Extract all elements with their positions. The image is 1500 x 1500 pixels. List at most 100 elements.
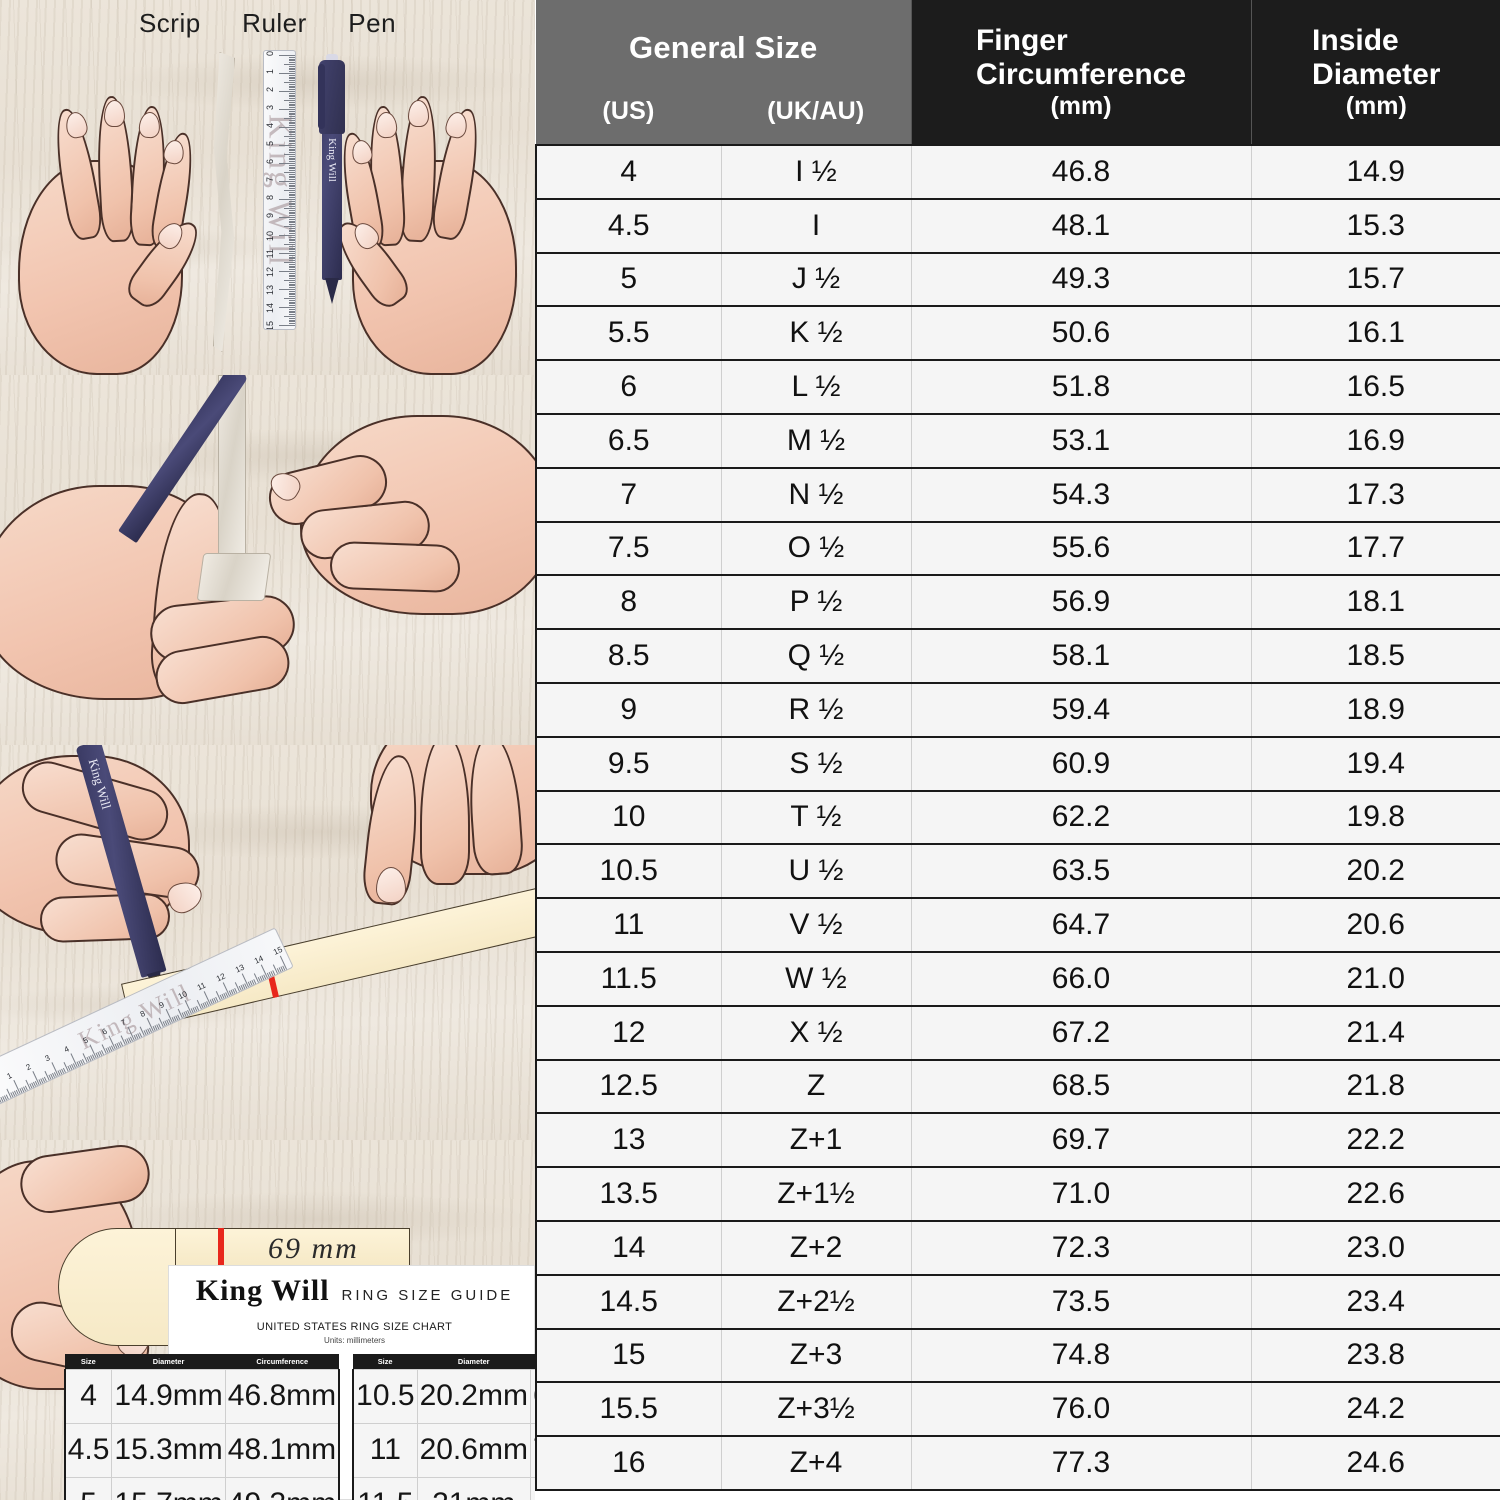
ruler-tick: [284, 172, 295, 173]
ruler-tick-label: 2: [24, 1062, 33, 1073]
ruler-tick: [289, 105, 295, 107]
mini-cell: 48.1mm: [224, 1422, 341, 1478]
cell-circumference: 56.9: [910, 574, 1252, 630]
label-pen: Pen: [348, 8, 397, 38]
cell-us-size: 11.5: [535, 950, 722, 1006]
ruler-tick: [289, 265, 295, 267]
ruler-tick: [289, 103, 295, 105]
table-header: General Size Finger Circumference (mm) In…: [536, 0, 1500, 145]
ruler-tick-label: 1: [265, 69, 275, 75]
ruler-tick: [279, 109, 295, 110]
cell-us-size: 9: [535, 681, 722, 737]
pen-top-cap: [326, 54, 338, 64]
ruler-tick: [289, 193, 295, 195]
ruler-tick: [289, 161, 295, 163]
cell-circumference: 68.5: [910, 1058, 1252, 1114]
mini-cell: 10.5: [352, 1369, 418, 1424]
ruler-tick-label: 4: [265, 123, 275, 129]
ruler-tick-label: 6: [265, 159, 275, 165]
ruler-tick: [289, 209, 295, 211]
ruler-tick: [284, 136, 295, 137]
ruler-tick: [279, 253, 295, 254]
cell-circumference: 55.6: [910, 520, 1252, 576]
illustration-column: Scrip Ruler Pen: [0, 0, 535, 1500]
cell-ukau-size: Z+2½: [720, 1273, 912, 1329]
pen-tip: [325, 278, 339, 304]
ruler-tick: [289, 323, 295, 325]
mini-cell: 20.6mm: [416, 1422, 531, 1478]
mini-table-row: 4.5 15.3mm 48.1mm: [63, 1422, 341, 1478]
mini-cell: 11.5: [352, 1476, 418, 1500]
ruler-tick: [289, 107, 295, 109]
mini-column-header: Circumference: [225, 1354, 340, 1370]
ruler-tick: [279, 145, 295, 146]
table-row: 7.5 O ½ 55.6 17.7: [535, 520, 1500, 576]
step1-panel: Scrip Ruler Pen: [0, 0, 535, 375]
header-diameter-label: Inside Diameter: [1312, 23, 1441, 91]
cell-us-size: 12.5: [535, 1058, 722, 1114]
ruler-tick: [289, 179, 295, 181]
ruler-tick: [289, 130, 295, 132]
ruler-tick: [289, 254, 295, 256]
cell-ukau-size: P ½: [720, 574, 912, 630]
cell-circumference: 54.3: [910, 466, 1252, 522]
table-row: 10 T ½ 62.2 19.8: [535, 789, 1500, 845]
ruler-tick: [289, 94, 295, 96]
cell-circumference: 59.4: [910, 681, 1252, 737]
cell-circumference: 53.1: [910, 412, 1252, 468]
cell-diameter: 19.4: [1250, 735, 1500, 791]
card-mini-table-left: Size Diameter Circumference 4 14.9mm 46.8mm 4…: [63, 1354, 341, 1500]
ruler-tick: [289, 321, 295, 323]
result-strip-flat: [175, 1228, 410, 1268]
ruler-tick: [289, 310, 295, 312]
ruler-tick: [289, 231, 295, 233]
cell-us-size: 7: [535, 466, 722, 522]
cell-circumference: 46.8: [910, 144, 1252, 199]
card-brand: King Will: [195, 1274, 330, 1307]
cell-us-size: 13: [535, 1112, 722, 1168]
ruler-tick: [289, 173, 295, 175]
mini-cell: 21mm: [416, 1476, 531, 1500]
ruler-tick: [289, 287, 295, 289]
cell-circumference: 58.1: [910, 628, 1252, 683]
ruler-tick: [284, 82, 295, 83]
ruler-tick-label: 15: [265, 321, 275, 330]
ruler-tick: [289, 121, 295, 123]
ruler-tick: [289, 60, 295, 62]
ruler-tick-label: 8: [138, 1008, 147, 1019]
strip-wrapped-on-finger: [196, 553, 272, 601]
ruler-tick: [279, 217, 295, 218]
ruler-tick: [284, 244, 295, 245]
cell-circumference: 76.0: [910, 1381, 1252, 1437]
ruler-tick: [289, 290, 295, 292]
cell-ukau-size: U ½: [720, 843, 912, 899]
cell-circumference: 66.0: [910, 950, 1252, 1006]
ruler-tick: [289, 238, 295, 240]
cell-ukau-size: J ½: [720, 251, 912, 307]
ruler-tick-label: 13: [233, 962, 246, 975]
table-row: 13 Z+1 69.7 22.2: [535, 1112, 1500, 1168]
cell-us-size: 5: [535, 251, 722, 307]
ruler-tick: [289, 191, 295, 193]
ruler-tick: [289, 312, 295, 314]
ruler-tick: [289, 78, 295, 80]
ruler-tick: [289, 168, 295, 170]
ruler-tick: [289, 69, 295, 71]
ruler-tick: [289, 249, 295, 251]
ruler-tick: [289, 125, 295, 127]
ruler-tick: [289, 83, 295, 85]
cell-circumference: 64.7: [910, 897, 1252, 952]
ruler-tick: [289, 101, 295, 103]
header-inside-diameter: Inside Diameter (mm): [1250, 0, 1500, 145]
ruler-tick: [289, 281, 295, 283]
ruler-tick: [284, 298, 295, 299]
ruler-tick-label: 10: [265, 231, 275, 242]
cell-ukau-size: I: [720, 197, 912, 253]
ruler-tick-label: 5: [81, 1035, 90, 1046]
cell-ukau-size: Z+4: [720, 1435, 912, 1491]
cell-diameter: 18.5: [1250, 628, 1500, 683]
ruler-tick-label: 6: [100, 1026, 109, 1037]
table-row: 15 Z+3 74.8 23.8: [535, 1327, 1500, 1383]
cell-us-size: 5.5: [535, 305, 722, 361]
